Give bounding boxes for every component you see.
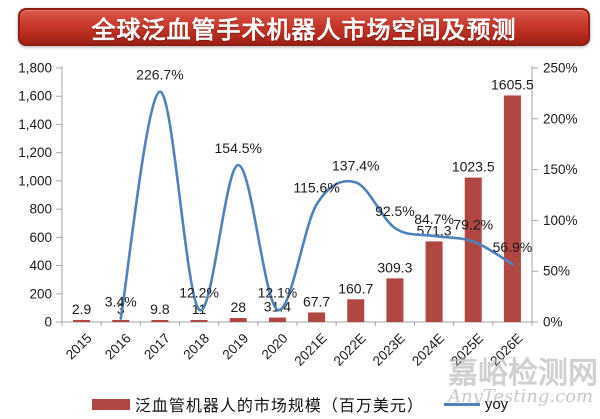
yoy-value-label: 154.5%	[215, 140, 262, 156]
line-legend-label: yoy	[484, 395, 509, 413]
y-left-tick-label: 0	[44, 315, 52, 330]
bar-value-label: 309.3	[377, 259, 412, 275]
bar-value-label: 160.7	[338, 280, 373, 296]
bar	[464, 177, 482, 322]
legend-item-yoy: yoy	[430, 396, 508, 413]
legend-item-market-size: 泛血管机器人的市场规模（百万美元）	[91, 392, 424, 416]
y-left-tick-label: 600	[29, 230, 52, 245]
bar-value-label: 2.9	[72, 301, 92, 317]
y-left-tick-label: 400	[29, 258, 52, 273]
y-left-tick-label: 800	[29, 202, 52, 217]
yoy-value-label: 115.6%	[293, 180, 339, 196]
bar	[425, 241, 443, 322]
x-tick-label: 2021E	[291, 331, 329, 369]
bar-value-label: 3	[117, 301, 125, 317]
bar	[73, 320, 91, 322]
x-tick-label: 2022E	[331, 331, 369, 369]
yoy-value-label: 84.7%	[414, 211, 454, 227]
yoy-value-label: 12.1%	[258, 285, 298, 301]
y-right-tick-label: 250%	[543, 61, 578, 76]
yoy-value-label: 79.2%	[453, 217, 493, 233]
bar	[268, 317, 286, 322]
bar-value-label: 1023.5	[452, 159, 495, 175]
y-right-tick-label: 150%	[543, 162, 578, 177]
bar-value-label: 28	[230, 299, 246, 315]
y-right-tick-label: 200%	[543, 111, 578, 126]
y-right-tick-label: 50%	[543, 264, 570, 279]
x-tick-label: 2019	[220, 331, 252, 363]
bar	[503, 95, 521, 323]
y-right-tick-label: 100%	[543, 213, 578, 228]
chart-title: 全球泛血管手术机器人市场空间及预测	[91, 16, 517, 44]
x-tick-label: 2026E	[487, 331, 525, 369]
bar	[229, 318, 247, 322]
bar-value-label: 1605.5	[491, 76, 534, 92]
y-left-tick-label: 200	[29, 286, 52, 301]
line-legend-swatch	[443, 402, 480, 406]
x-tick-label: 2017	[141, 331, 173, 363]
x-tick-label: 2024E	[409, 331, 447, 369]
yoy-line	[119, 90, 514, 320]
bar	[190, 320, 208, 322]
x-tick-label: 2015	[63, 331, 95, 363]
yoy-value-label: 56.9%	[493, 239, 533, 255]
yoy-value-label: 12.2%	[179, 285, 219, 301]
bar-legend-label: 泛血管机器人的市场规模（百万美元）	[134, 398, 424, 415]
y-left-tick-label: 1,800	[18, 61, 52, 76]
x-tick-label: 2025E	[448, 331, 486, 369]
x-tick-label: 2016	[102, 331, 134, 363]
y-left-tick-label: 1,200	[18, 145, 52, 160]
chart-title-banner: 全球泛血管手术机器人市场空间及预测	[18, 8, 590, 46]
x-tick-label: 2020	[259, 331, 291, 363]
y-left-tick-label: 1,600	[18, 89, 52, 104]
bar-value-label: 9.8	[150, 301, 170, 317]
y-right-tick-label: 0%	[543, 315, 563, 330]
chart-legend: 泛血管机器人的市场规模（百万美元） yoy	[0, 392, 600, 416]
yoy-value-label: 137.4%	[332, 157, 379, 173]
bar	[308, 312, 326, 322]
yoy-value-label: 92.5%	[375, 203, 415, 219]
bar	[386, 278, 404, 322]
y-left-tick-label: 1,400	[18, 117, 52, 132]
bar-value-label: 67.7	[303, 293, 330, 309]
bar-legend-swatch	[91, 398, 130, 410]
yoy-value-label: 226.7%	[136, 67, 183, 83]
x-tick-label: 2023E	[370, 331, 408, 369]
x-tick-label: 2018	[180, 331, 212, 363]
bar	[112, 320, 130, 322]
bar	[347, 299, 365, 322]
bar	[151, 320, 169, 322]
yoy-value-label: 3.4%	[105, 294, 137, 310]
y-left-tick-label: 1,000	[18, 173, 52, 188]
